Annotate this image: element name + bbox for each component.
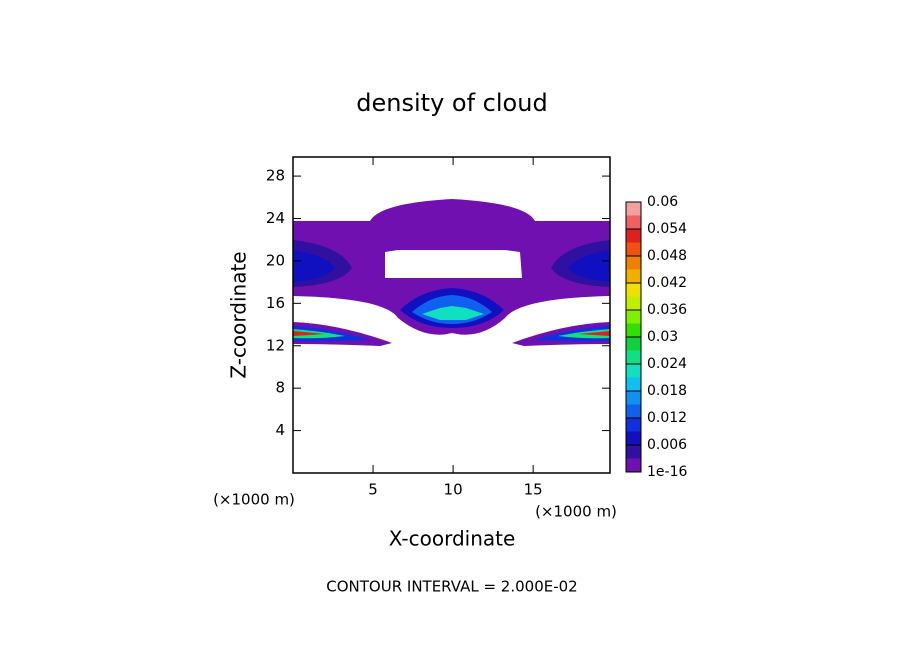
colorbar-swatch <box>626 256 641 270</box>
colorbar-swatch <box>626 283 641 297</box>
colorbar-label: 0.006 <box>647 437 687 453</box>
y-tick-label: 8 <box>275 379 285 397</box>
colorbar-swatch <box>626 296 641 311</box>
colorbar-label: 0.03 <box>647 329 678 345</box>
x-tick-label: 10 <box>444 481 463 499</box>
x-unit: (×1000 m) <box>213 491 295 509</box>
x-axis-label: X-coordinate <box>389 527 516 551</box>
colorbar-swatch <box>626 404 641 419</box>
y-tick-label: 24 <box>266 209 285 227</box>
chart-title: density of cloud <box>356 89 547 117</box>
contour-field <box>293 199 610 346</box>
x-tick-label: 5 <box>368 481 378 499</box>
colorbar-label: 0.036 <box>647 302 687 318</box>
colorbar-swatch <box>626 242 641 257</box>
footer: CONTOUR INTERVAL = 2.000E-02 <box>326 578 577 596</box>
colorbar-label: 0.024 <box>647 356 687 372</box>
colorbar-swatch <box>626 215 641 230</box>
colorbar-swatch <box>626 229 641 243</box>
colorbar-swatch <box>626 350 641 365</box>
x-tick-label: 15 <box>524 481 543 499</box>
colorbar-label: 1e-16 <box>647 464 687 480</box>
y-tick-label: 16 <box>266 294 285 312</box>
colorbar-swatch <box>626 445 641 459</box>
colorbar-swatch <box>626 202 641 216</box>
contour-region <box>568 250 610 282</box>
colorbar-label: 0.048 <box>647 248 687 264</box>
contour-region <box>578 331 610 336</box>
plot-frame <box>292 156 611 474</box>
colorbar-swatch <box>626 337 641 351</box>
y-axis-label: Z-coordinate <box>227 251 251 378</box>
colorbar-label: 0.012 <box>647 410 687 426</box>
colorbar-swatch <box>626 377 641 392</box>
y-tick-label: 20 <box>266 251 285 269</box>
colorbar-label: 0.018 <box>647 383 687 399</box>
colorbar-swatch <box>626 269 641 284</box>
y-tick-label: 4 <box>275 421 285 439</box>
colorbar-swatch <box>626 391 641 405</box>
colorbar-swatch <box>626 418 641 432</box>
contour-region <box>293 331 325 336</box>
colorbar-label: 0.054 <box>647 221 687 237</box>
contour-region <box>293 250 335 282</box>
contour-region <box>293 199 610 335</box>
y-tick-label: 28 <box>266 167 285 185</box>
colorbar-swatch <box>626 310 641 324</box>
y-tick-label: 12 <box>266 336 285 354</box>
y-unit: (×1000 m) <box>535 503 617 521</box>
contour-region <box>422 306 484 320</box>
colorbar-swatch <box>626 323 641 338</box>
colorbar-swatch <box>626 458 641 473</box>
colorbar-swatch <box>626 364 641 378</box>
colorbar-swatch <box>626 431 641 446</box>
colorbar-label: 0.042 <box>647 275 687 291</box>
colorbar-label: 0.06 <box>647 194 678 210</box>
